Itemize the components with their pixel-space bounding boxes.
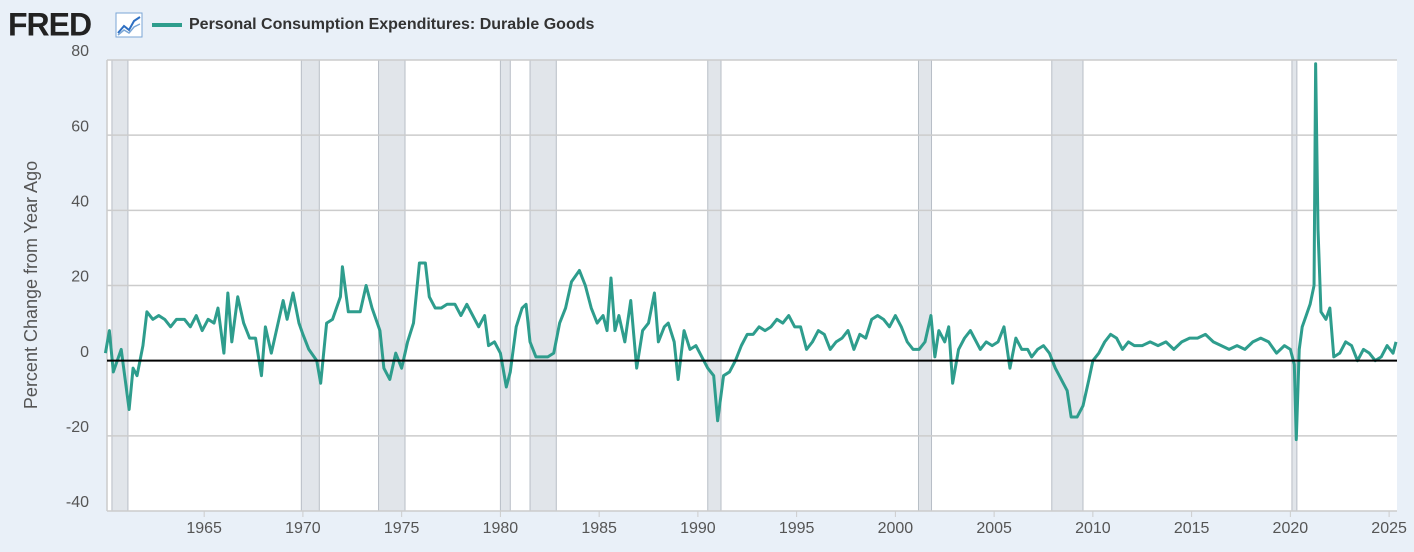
y-tick-label: 20 — [71, 269, 89, 286]
y-axis-label: Percent Change from Year Ago — [21, 161, 41, 409]
x-tick-label: 2020 — [1273, 520, 1309, 537]
y-tick-label: 60 — [71, 118, 89, 135]
x-tick-label: 2010 — [1075, 520, 1111, 537]
y-tick-label: 80 — [71, 43, 89, 60]
logo-icon — [115, 12, 143, 38]
x-tick-label: 1990 — [680, 520, 716, 537]
x-tick-label: 2015 — [1174, 520, 1210, 537]
x-tick-label: 1975 — [384, 520, 420, 537]
x-tick-label: 2025 — [1371, 520, 1407, 537]
x-tick-label: 1995 — [779, 520, 815, 537]
x-tick-label: 1965 — [186, 520, 222, 537]
x-tick-label: 1985 — [581, 520, 617, 537]
x-tick-label: 2000 — [878, 520, 914, 537]
x-tick-label: 1980 — [483, 520, 519, 537]
legend-label: Personal Consumption Expenditures: Durab… — [189, 16, 594, 33]
y-tick-label: -40 — [66, 494, 89, 511]
logo: FRED — [8, 6, 91, 42]
x-tick-label: 1970 — [285, 520, 321, 537]
y-tick-label: 0 — [80, 344, 89, 361]
y-tick-label: 40 — [71, 194, 89, 211]
x-tick-label: 2005 — [976, 520, 1012, 537]
data-line — [103, 62, 1398, 442]
y-tick-label: -20 — [66, 419, 89, 436]
